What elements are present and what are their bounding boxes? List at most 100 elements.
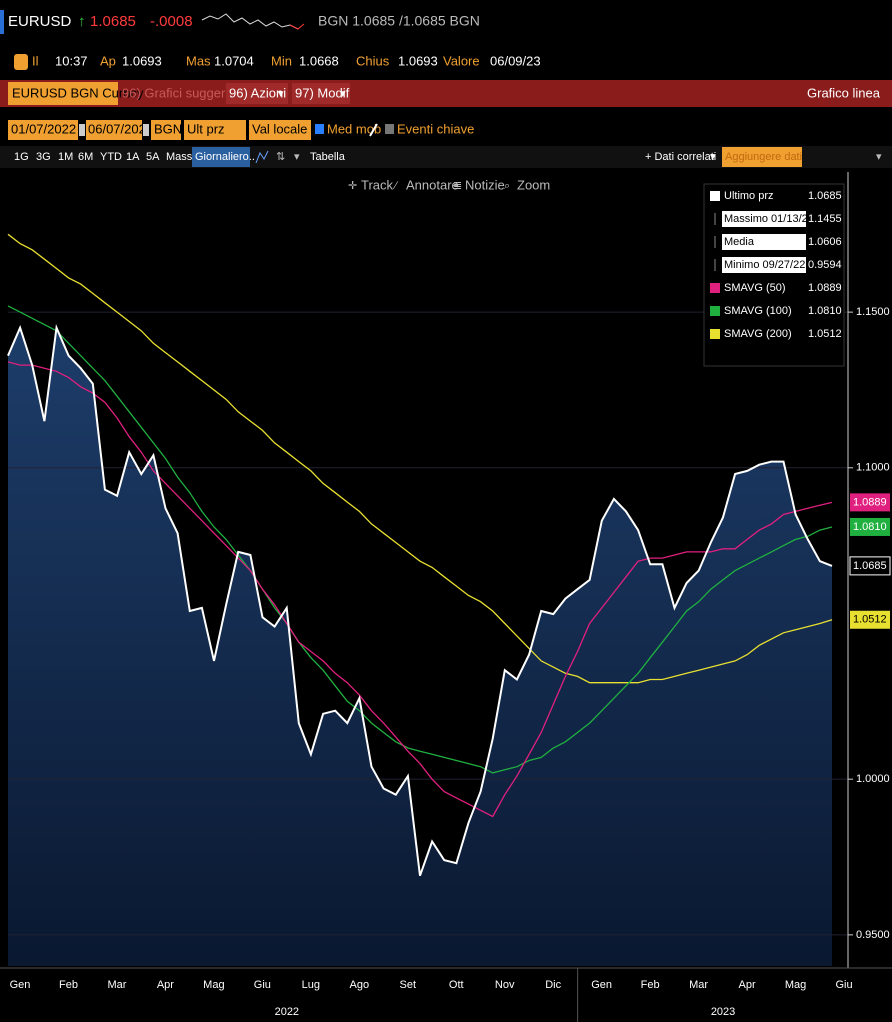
dropdown-arrow: ▾ (294, 151, 300, 163)
period-button[interactable]: 6M (78, 151, 93, 163)
stat-label: Ap (100, 53, 116, 68)
security[interactable]: EURUSD BGN Curncy (12, 85, 144, 100)
start-date[interactable]: 01/07/2022 (11, 121, 76, 136)
checkbox[interactable] (315, 124, 324, 134)
suggested-charts[interactable]: 96) Grafici suggeriti (122, 85, 235, 100)
sparkline-tail (289, 23, 305, 30)
actions[interactable]: 96) Azioni (229, 85, 286, 100)
x-tick-label: Giu (254, 979, 271, 991)
calendar-icon[interactable] (79, 124, 85, 136)
stat-value: 1.0704 (214, 53, 254, 68)
tool[interactable]: Notizie (465, 177, 505, 192)
x-tick-label: Mag (203, 979, 224, 991)
actions-button[interactable] (226, 83, 288, 104)
last-value-label: 1.0810 (853, 521, 887, 533)
period-button[interactable]: Mass (166, 151, 193, 163)
chart-kind[interactable]: Grafico linea (807, 85, 881, 100)
tool-icon: ≣ (453, 180, 462, 192)
last-value-tag (849, 556, 891, 576)
legend-label: Minimo 09/27/22 (724, 259, 805, 271)
y-tick-label: 1.1000 (856, 462, 890, 474)
y-tick-label: 0.9500 (856, 929, 890, 941)
x-tick-label: Mar (689, 979, 708, 991)
x-tick-label: Dic (545, 979, 561, 991)
legend-value: 0.9594 (808, 259, 842, 271)
bid-ask: BGN 1.0685 /1.0685 BGN (318, 13, 480, 29)
tool-icon: ✛ (348, 180, 357, 192)
legend-swatch (710, 306, 720, 316)
legend-label-bg (722, 257, 806, 273)
add-data[interactable]: Aggiungere dati (725, 151, 802, 163)
dropdown-arrow: ▾ (710, 151, 716, 163)
stat-label: Chius (356, 53, 390, 68)
legend-label: Massimo 01/13/22 (724, 213, 814, 225)
key-events[interactable]: Eventi chiave (397, 121, 474, 136)
tool[interactable]: Track (361, 177, 394, 192)
last-value-label: 1.0685 (853, 560, 887, 572)
y-tick-label: 1.0000 (856, 773, 890, 785)
period-button[interactable]: 3G (36, 151, 51, 163)
sparkline (201, 13, 299, 30)
frequency-box[interactable] (192, 147, 250, 167)
security-box[interactable] (8, 82, 118, 105)
pricing-source[interactable]: BGN (154, 121, 182, 136)
last-value-tag (850, 517, 890, 536)
collapse-icon[interactable]: ▾ (876, 151, 882, 163)
last-value-label: 1.0512 (853, 614, 887, 626)
legend-value: 1.0810 (808, 305, 842, 317)
dropdown-arrow: ▾ (340, 88, 346, 100)
input-box[interactable] (249, 120, 311, 140)
stat-value: 1.0693 (398, 53, 438, 68)
stat-value: 1.0668 (299, 53, 339, 68)
input-box[interactable] (86, 120, 142, 140)
x-tick-label: Apr (738, 979, 755, 991)
tool[interactable]: Zoom (517, 177, 550, 192)
period-button[interactable]: 5A (146, 151, 160, 163)
legend-label: SMAVG (50) (724, 282, 786, 294)
edit-button[interactable] (292, 83, 350, 104)
legend-swatch (710, 283, 720, 293)
tool[interactable]: Annotare (406, 177, 459, 192)
chart-style-icon[interactable] (255, 150, 269, 164)
stat-label: Valore (443, 53, 480, 68)
calendar-icon[interactable] (143, 124, 149, 136)
price-field[interactable]: Ult prz (187, 121, 225, 136)
end-date[interactable]: 06/07/2023 (88, 121, 153, 136)
ticker-marker (0, 10, 4, 34)
x-tick-label: Set (400, 979, 417, 991)
frequency[interactable]: Giornaliero.. (195, 151, 255, 163)
input-box[interactable] (184, 120, 246, 140)
input-box[interactable] (151, 120, 181, 140)
x-tick-label: Feb (59, 979, 78, 991)
period-button[interactable]: YTD (100, 151, 122, 163)
x-tick-label: Mag (785, 979, 806, 991)
related-data[interactable]: + Dati correlati (645, 151, 716, 163)
pencil-icon[interactable] (369, 123, 378, 137)
period-button[interactable]: 1A (126, 151, 140, 163)
period-button[interactable]: 1G (14, 151, 29, 163)
input-box[interactable] (8, 120, 78, 140)
chart-type-icon[interactable]: ⇅ (276, 151, 285, 163)
legend-value: 1.0512 (808, 328, 842, 340)
last-price: 1.0685 (90, 13, 136, 30)
stat-label: Min (271, 53, 292, 68)
tool-icon: ∕ (392, 180, 399, 192)
legend-label-bg (722, 234, 806, 250)
stat-value: 10:37 (55, 53, 88, 68)
legend-value: 1.0606 (808, 236, 842, 248)
stat-value: 06/09/23 (490, 53, 541, 68)
period-button[interactable]: 1M (58, 151, 73, 163)
legend-label: SMAVG (200) (724, 328, 792, 340)
checkbox[interactable] (385, 124, 394, 134)
table-button[interactable]: Tabella (310, 151, 346, 163)
add-data-box[interactable] (722, 147, 802, 167)
moving-average[interactable]: Med mob (327, 121, 381, 136)
x-tick-label: Lug (302, 979, 320, 991)
ticker: EURUSD (8, 13, 72, 30)
currency[interactable]: Val locale (252, 121, 307, 136)
legend-label-bg (722, 211, 806, 227)
x-tick-label: Gen (10, 979, 31, 991)
edit[interactable]: 97) Modif (295, 85, 350, 100)
x-tick-label: Apr (157, 979, 174, 991)
series-line (7, 305, 833, 774)
